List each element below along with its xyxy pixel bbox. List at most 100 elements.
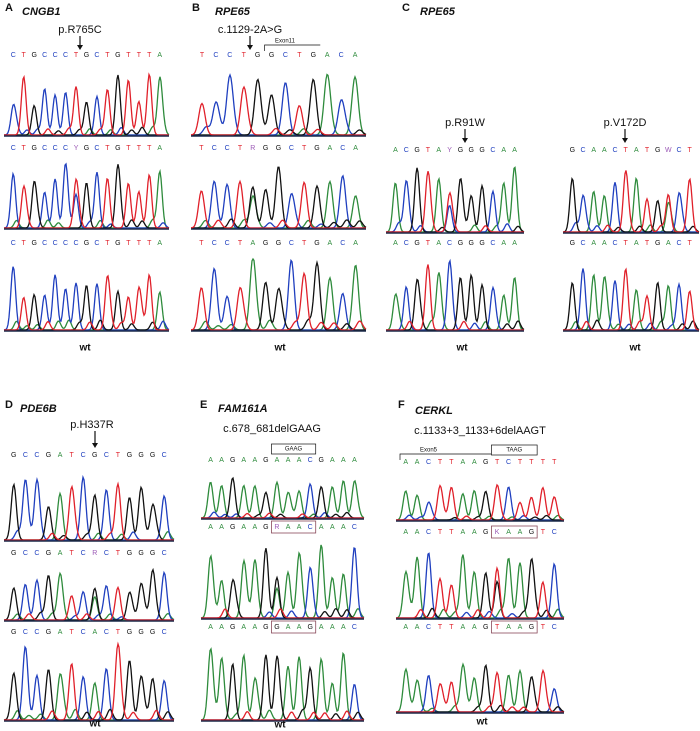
base-letter: A xyxy=(157,145,162,152)
base-letter: G xyxy=(319,457,324,464)
base-letter: T xyxy=(449,459,454,466)
base-letter: T xyxy=(624,240,629,247)
base-letter: T xyxy=(126,52,131,59)
base-letter: A xyxy=(512,240,517,247)
base-letter: G xyxy=(31,145,36,152)
base-letter: T xyxy=(116,550,121,557)
base-letter: C xyxy=(340,240,345,247)
panel-label: D xyxy=(5,399,13,411)
trace-t xyxy=(201,608,364,619)
base-letter: G xyxy=(307,624,312,631)
base-letter: T xyxy=(70,452,75,459)
base-letter: G xyxy=(469,147,474,154)
base-letter: A xyxy=(602,240,607,247)
base-letter: C xyxy=(612,240,617,247)
base-letter: A xyxy=(330,624,335,631)
base-letter: C xyxy=(11,240,16,247)
trace-t xyxy=(190,271,367,331)
base-letter: G xyxy=(11,550,16,557)
base-letter: G xyxy=(483,624,488,631)
base-letter: A xyxy=(472,529,477,536)
trace-g xyxy=(4,285,169,331)
base-letter: T xyxy=(302,240,307,247)
base-letter: G xyxy=(570,240,575,247)
trace-g xyxy=(396,490,564,521)
exon-note: Exon11 xyxy=(275,39,296,45)
base-letter: G xyxy=(127,629,132,636)
base-letter: C xyxy=(283,52,288,59)
base-letter: G xyxy=(263,524,268,531)
base-letter: G xyxy=(127,550,132,557)
base-letter: T xyxy=(238,240,243,247)
base-letter: C xyxy=(308,524,313,531)
base-letter: Y xyxy=(447,147,452,154)
trace-g xyxy=(191,166,367,229)
base-letter: C xyxy=(289,145,294,152)
base-letter: G xyxy=(230,624,235,631)
chromatogram xyxy=(562,267,700,332)
trace-c xyxy=(4,645,175,721)
base-letter: A xyxy=(393,240,398,247)
base-letter: T xyxy=(541,459,546,466)
base-letter: Y xyxy=(74,145,79,152)
base-letter: A xyxy=(275,457,280,464)
base-letter: T xyxy=(22,52,27,59)
base-letter: G xyxy=(255,52,260,59)
base-letter: A xyxy=(403,624,408,631)
base-letter: T xyxy=(105,240,110,247)
base-letter: A xyxy=(506,624,511,631)
trace-g xyxy=(386,272,525,331)
base-letter: C xyxy=(162,629,167,636)
base-letter: A xyxy=(297,524,302,531)
base-letter: G xyxy=(150,629,155,636)
base-letter: T xyxy=(238,145,243,152)
arrow-head xyxy=(622,138,628,143)
chromatogram xyxy=(3,162,170,230)
base-letter: G xyxy=(115,52,120,59)
mutation-label: p.R91W xyxy=(445,117,485,129)
base-letter: C xyxy=(447,240,452,247)
mutation-label: c.678_681delGAAG xyxy=(223,423,321,435)
base-letter: C xyxy=(81,629,86,636)
trace-a xyxy=(200,479,365,519)
base-letter: C xyxy=(104,452,109,459)
base-letter: A xyxy=(666,240,671,247)
base-letter: C xyxy=(289,240,294,247)
base-letter: A xyxy=(219,624,224,631)
chromatogram xyxy=(200,476,365,520)
base-letter: T xyxy=(541,529,546,536)
base-letter: T xyxy=(22,145,27,152)
base-letter: T xyxy=(137,52,142,59)
wt-label: wt xyxy=(455,343,468,354)
base-letter: R xyxy=(92,550,97,557)
base-letter: T xyxy=(438,624,443,631)
trace-t xyxy=(563,170,700,233)
base-letter: C xyxy=(23,550,28,557)
base-letter: A xyxy=(241,524,246,531)
base-letter: G xyxy=(269,52,274,59)
base-letter: C xyxy=(352,524,357,531)
trace-t xyxy=(396,483,565,521)
base-letter: A xyxy=(219,457,224,464)
chromatogram xyxy=(190,73,367,137)
base-letter: T xyxy=(426,147,431,154)
base-letter: G xyxy=(570,147,575,154)
base-letter: A xyxy=(591,147,596,154)
base-letter: C xyxy=(612,147,617,154)
base-letter: G xyxy=(314,240,319,247)
base-letter: C xyxy=(53,52,58,59)
gene-name: RPE65 xyxy=(215,6,251,18)
base-letter: T xyxy=(297,52,302,59)
exon-bracket xyxy=(264,44,321,51)
base-letter: A xyxy=(472,459,477,466)
base-letter: A xyxy=(208,457,213,464)
base-letter: A xyxy=(208,624,213,631)
chromatogram xyxy=(385,258,525,332)
base-letter: C xyxy=(506,459,511,466)
base-letter: A xyxy=(393,147,398,154)
